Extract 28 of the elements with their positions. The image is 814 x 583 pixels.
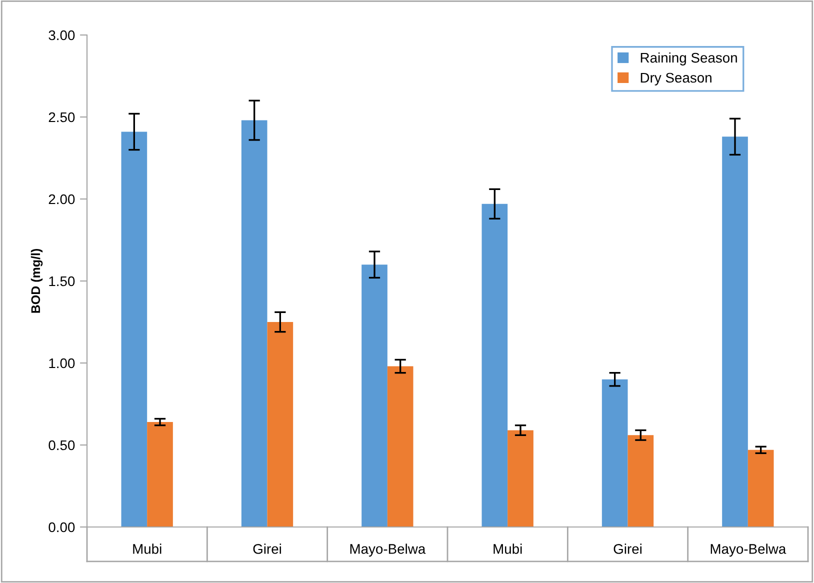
bar	[748, 450, 774, 527]
legend-label: Dry Season	[640, 72, 712, 86]
x-tick-label: Girei	[614, 544, 642, 554]
x-tick-label: Mubi	[133, 544, 162, 554]
bar	[508, 430, 534, 527]
y-axis-title: BOD (mg/l)	[30, 248, 43, 313]
x-tick-label: Mayo-Belwa	[710, 544, 786, 557]
bar	[387, 366, 414, 527]
bar	[362, 264, 388, 527]
x-tick-label: Mayo-Belwa	[350, 544, 426, 557]
y-tick-label: 1.50	[49, 276, 75, 286]
bar	[147, 422, 173, 527]
y-tick-label: 3.00	[48, 30, 75, 40]
bar	[267, 322, 294, 527]
x-tick-label: Girei	[253, 544, 281, 554]
bar	[628, 435, 654, 527]
y-tick-label: 0.50	[48, 440, 75, 450]
y-tick-label: 2.00	[48, 194, 75, 204]
bar	[482, 204, 508, 527]
bar	[722, 136, 748, 527]
y-tick-label: 1.00	[49, 358, 75, 368]
bar	[121, 132, 148, 527]
legend-label: Raining Season	[640, 52, 737, 66]
y-tick-label: 0.00	[48, 522, 75, 532]
x-tick-label: Mubi	[494, 544, 522, 554]
y-tick-label: 2.50	[48, 112, 75, 122]
bar	[602, 379, 628, 527]
bar	[241, 120, 268, 527]
